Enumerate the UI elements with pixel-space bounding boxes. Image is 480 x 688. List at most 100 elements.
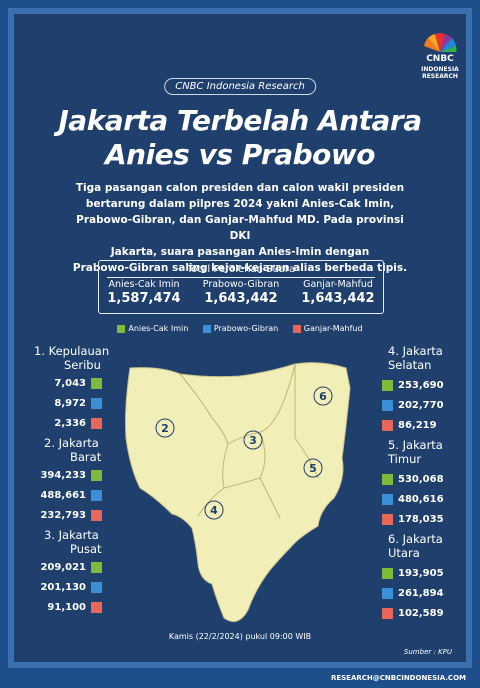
total-anies: Anies-Cak Imin 1,587,474 [99, 279, 189, 306]
swatch-anies [91, 377, 102, 389]
total-name: Anies-Cak Imin [108, 279, 180, 290]
region-values-jakarta-timur: 530,068 480,616 178,035 [382, 469, 462, 529]
district-number-4: 4 [210, 504, 218, 517]
value-row-ganjar: 2,336 [30, 413, 102, 433]
intro-line: Jakarta, suara pasangan Anies-Imin denga… [110, 246, 370, 258]
region-label-jakarta-pusat: 3. Jakarta Pusat [44, 528, 102, 556]
legend: Anies-Cak Imin Prabowo-Gibran Ganjar-Mah… [0, 324, 480, 335]
swatch-prabowo [91, 489, 102, 501]
source-caption: Sumber : KPU [403, 648, 452, 656]
intro-line: Tiga pasangan calon presiden dan calon w… [75, 182, 405, 194]
legend-swatch [117, 324, 126, 333]
value-text: 261,894 [398, 587, 444, 599]
intro-paragraph: Tiga pasangan calon presiden dan calon w… [64, 180, 416, 276]
region-label-line: 5. Jakarta [388, 438, 443, 452]
legend-swatch [292, 324, 301, 333]
region-values-jakarta-utara: 193,905 261,894 102,589 [382, 563, 462, 623]
total-name: Prabowo-Gibran [202, 279, 280, 290]
value-row-prabowo: 202,770 [382, 395, 462, 415]
value-row-ganjar: 178,035 [382, 509, 462, 529]
district-marker-3 [243, 430, 263, 450]
intro-line: Prabowo-Gibran, dan Ganjar-Mahfud MD. Pa… [76, 214, 404, 242]
title-line-2: Anies vs Prabowo [104, 138, 376, 171]
region-label-jakarta-selatan: 4. Jakarta Selatan [388, 344, 443, 372]
district-number-2: 2 [161, 422, 169, 435]
total-value: 1,643,442 [301, 291, 375, 306]
jakarta-map: 1 2 3 4 5 6 [125, 354, 351, 623]
district-marker-4 [204, 500, 224, 520]
value-text: 202,770 [398, 399, 444, 411]
region-label-line: 1. Kepulauan [34, 344, 110, 358]
value-text: 178,035 [398, 513, 444, 525]
value-row-prabowo: 261,894 [382, 583, 462, 603]
legend-swatch [202, 324, 211, 333]
district-number-1: 1 [236, 358, 244, 371]
totals-divider [107, 277, 375, 278]
value-text: 2,336 [54, 417, 86, 429]
swatch-prabowo [382, 399, 393, 411]
region-values-kepulauan-seribu: 7,043 8,972 2,336 [30, 373, 102, 433]
intro-line: bertarung dalam pilpres 2024 yakni Anies… [85, 198, 395, 210]
region-label-line: Selatan [388, 358, 432, 372]
value-text: 480,616 [398, 493, 444, 505]
district-number-3: 3 [249, 434, 257, 447]
value-text: 201,130 [40, 581, 86, 593]
value-text: 193,905 [398, 567, 444, 579]
value-row-anies: 253,690 [382, 375, 462, 395]
total-value: 1,587,474 [107, 291, 181, 306]
region-label-jakarta-barat: 2. Jakarta Barat [44, 436, 101, 464]
region-label-jakarta-timur: 5. Jakarta Timur [388, 438, 443, 466]
region-values-jakarta-selatan: 253,690 202,770 86,219 [382, 375, 462, 435]
region-label-line: 3. Jakarta [44, 528, 99, 542]
value-text: 91,100 [47, 601, 86, 613]
page-title: Jakarta Terbelah Antara Anies vs Prabowo [0, 104, 480, 172]
region-label-jakarta-utara: 6. Jakarta Utara [388, 532, 443, 560]
logo-research: RESEARCH [422, 73, 458, 80]
cnbc-peacock-logo-icon: CNBC [422, 33, 458, 64]
region-label-line: Seribu [64, 358, 101, 372]
value-text: 8,972 [54, 397, 86, 409]
district-number-5: 5 [309, 462, 317, 475]
total-votes-box: Total Perolehan Suara Anies-Cak Imin 1,5… [98, 260, 384, 314]
value-text: 7,043 [54, 377, 86, 389]
region-label-kepulauan-seribu: 1. Kepulauan Seribu [34, 344, 109, 372]
district-marker-1 [230, 354, 250, 374]
value-row-anies: 193,905 [382, 563, 462, 583]
value-row-anies: 209,021 [30, 557, 102, 577]
legend-item-prabowo: Prabowo-Gibran [202, 324, 279, 333]
value-text: 232,793 [40, 509, 86, 521]
value-text: 102,589 [398, 607, 444, 619]
swatch-prabowo [91, 397, 102, 409]
logo-indonesia: INDONESIA [421, 66, 459, 73]
region-label-line: Utara [388, 546, 420, 560]
value-row-ganjar: 232,793 [30, 505, 102, 525]
swatch-ganjar [382, 419, 393, 431]
value-text: 530,068 [398, 473, 444, 485]
value-text: 209,021 [40, 561, 86, 573]
swatch-anies [91, 469, 102, 481]
district-marker-5 [303, 458, 323, 478]
kicker-label: CNBC Indonesia Research [164, 78, 316, 95]
swatch-prabowo [91, 581, 102, 593]
total-value: 1,643,442 [204, 291, 278, 306]
legend-label: Prabowo-Gibran [213, 324, 279, 333]
total-ganjar: Ganjar-Mahfud 1,643,442 [293, 279, 383, 306]
intro-line: Prabowo-Gibran saling kejar-kejaran alia… [72, 262, 408, 274]
region-label-line: Pusat [70, 542, 102, 556]
swatch-anies [382, 379, 393, 391]
swatch-prabowo [382, 493, 393, 505]
district-borders [179, 363, 319, 519]
value-row-ganjar: 102,589 [382, 603, 462, 623]
value-text: 394,233 [40, 469, 86, 481]
value-row-ganjar: 86,219 [382, 415, 462, 435]
legend-label: Ganjar-Mahfud [303, 324, 363, 333]
legend-item-ganjar: Ganjar-Mahfud [292, 324, 363, 333]
value-row-prabowo: 480,616 [382, 489, 462, 509]
swatch-prabowo [382, 587, 393, 599]
legend-label: Anies-Cak Imin [128, 324, 189, 333]
logo-subtitle: INDONESIA RESEARCH [416, 66, 464, 80]
swatch-ganjar [91, 601, 102, 613]
value-row-ganjar: 91,100 [30, 597, 102, 617]
swatch-ganjar [91, 417, 102, 429]
value-text: 86,219 [398, 419, 437, 431]
